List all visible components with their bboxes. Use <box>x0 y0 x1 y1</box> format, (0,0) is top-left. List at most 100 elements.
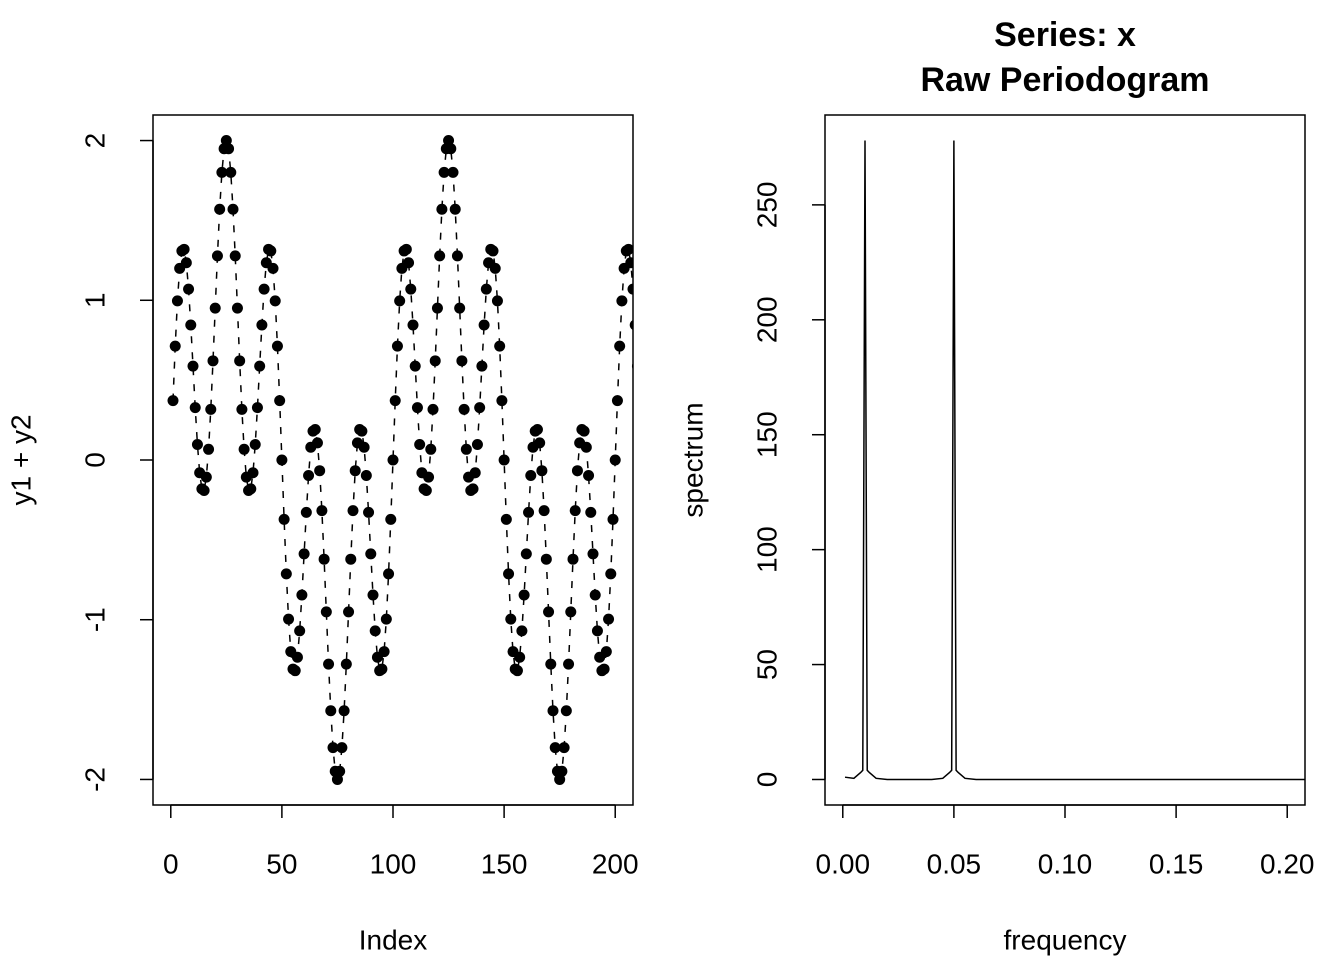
data-point <box>438 166 450 178</box>
data-point <box>467 483 479 495</box>
data-point <box>549 742 561 754</box>
data-point <box>389 395 401 407</box>
data-point <box>380 613 392 625</box>
data-point <box>316 505 328 517</box>
data-point <box>245 483 257 495</box>
data-point <box>238 443 250 455</box>
data-point <box>185 319 197 331</box>
data-point <box>180 257 192 269</box>
data-point <box>558 742 570 754</box>
data-point <box>423 471 435 483</box>
x-axis-label: frequency <box>1004 924 1127 955</box>
data-point <box>205 403 217 415</box>
data-point <box>534 437 546 449</box>
data-point <box>496 395 508 407</box>
data-point <box>345 553 357 565</box>
series-line <box>844 140 1305 781</box>
data-point <box>283 613 295 625</box>
data-point <box>598 663 610 675</box>
data-point <box>487 245 499 257</box>
data-point <box>300 506 312 518</box>
y-tick-label: 200 <box>751 296 782 343</box>
data-point <box>356 425 368 437</box>
data-point <box>565 606 577 618</box>
series-line <box>172 137 633 783</box>
data-point <box>540 553 552 565</box>
data-point <box>247 467 259 479</box>
data-point <box>478 319 490 331</box>
data-point <box>229 250 241 262</box>
data-point <box>225 166 237 178</box>
data-point <box>569 505 581 517</box>
chart-subtitle: Raw Periodogram <box>920 61 1209 99</box>
data-point <box>523 506 535 518</box>
data-point <box>167 395 179 407</box>
data-point <box>589 589 601 601</box>
data-point <box>327 742 339 754</box>
data-point <box>376 663 388 675</box>
data-point <box>347 505 359 517</box>
data-point <box>631 362 633 370</box>
data-point <box>236 403 248 415</box>
data-point <box>567 553 579 565</box>
data-point <box>563 658 575 670</box>
data-point <box>385 513 397 525</box>
data-point <box>323 658 335 670</box>
data-point <box>474 402 486 414</box>
data-point <box>234 355 246 367</box>
data-point <box>494 340 506 352</box>
data-point <box>203 443 215 455</box>
data-point <box>274 395 286 407</box>
y-tick-label: 1 <box>79 292 110 308</box>
x-tick-label: 0.20 <box>1260 848 1315 879</box>
data-point <box>269 295 281 307</box>
x-tick-label: 200 <box>592 848 639 879</box>
data-point <box>298 548 310 560</box>
data-point <box>591 625 603 637</box>
data-point <box>343 606 355 618</box>
data-point <box>500 513 512 525</box>
data-point <box>414 439 426 451</box>
data-point <box>469 467 481 479</box>
data-point <box>363 506 375 518</box>
data-point <box>547 705 559 717</box>
data-point <box>289 665 301 677</box>
x-tick-label: 150 <box>481 848 528 879</box>
data-point <box>278 513 290 525</box>
data-point <box>403 257 415 269</box>
y-tick-label: 150 <box>751 411 782 458</box>
data-point <box>480 283 492 295</box>
data-point <box>349 465 361 477</box>
x-tick-label: 100 <box>370 848 417 879</box>
data-point <box>291 651 303 663</box>
data-point <box>265 245 277 257</box>
data-point <box>338 705 350 717</box>
data-point <box>191 439 203 451</box>
data-point <box>583 469 595 481</box>
data-point <box>211 250 223 262</box>
y-tick-label: 0 <box>79 452 110 468</box>
data-point <box>489 262 501 274</box>
data-point <box>520 548 532 560</box>
data-point <box>429 355 441 367</box>
data-point <box>545 658 557 670</box>
data-point <box>516 625 528 637</box>
data-point <box>369 625 381 637</box>
data-point <box>609 454 621 466</box>
data-point <box>407 319 419 331</box>
data-point <box>383 568 395 580</box>
data-point <box>320 606 332 618</box>
y-tick-label: 0 <box>751 772 782 788</box>
data-point <box>580 441 592 453</box>
data-point <box>476 360 488 372</box>
data-point <box>254 360 266 372</box>
data-point <box>251 402 263 414</box>
data-point <box>605 568 617 580</box>
data-point <box>318 553 330 565</box>
data-point <box>309 423 321 435</box>
data-point <box>378 646 390 658</box>
data-point <box>340 658 352 670</box>
x-tick-label: 0 <box>163 848 179 879</box>
data-point <box>400 243 412 255</box>
